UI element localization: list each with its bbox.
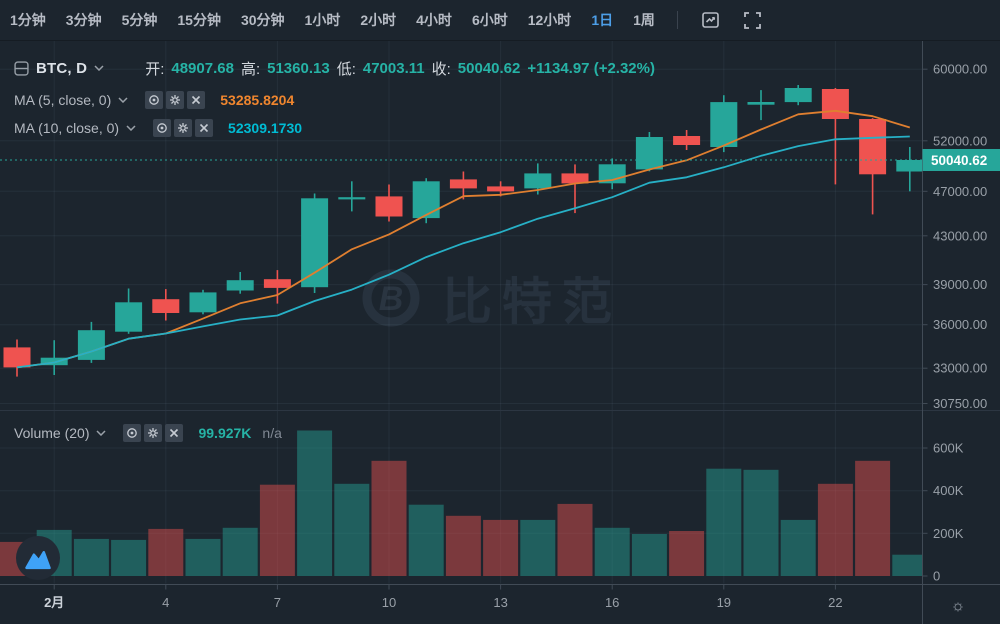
low-value: 47003.11 — [362, 59, 425, 77]
settings-gear-icon[interactable] — [144, 424, 163, 442]
svg-text:52000.00: 52000.00 — [933, 133, 987, 148]
chart-properties-gear-icon[interactable] — [946, 595, 970, 619]
close-icon[interactable] — [195, 119, 214, 137]
indicator-icon[interactable] — [700, 9, 722, 31]
high-label: 高: — [240, 60, 261, 78]
interval-5分钟[interactable]: 5分钟 — [122, 0, 158, 41]
interval-15分钟[interactable]: 15分钟 — [177, 0, 221, 41]
svg-text:22: 22 — [828, 595, 842, 610]
chevron-down-icon[interactable] — [96, 430, 107, 436]
indicator-legend-0: MA (5, close, 0) 53285.8204 — [14, 89, 294, 111]
volume-value: 99.927K — [198, 425, 252, 441]
svg-text:13: 13 — [493, 595, 507, 610]
settings-gear-icon[interactable] — [174, 119, 193, 137]
chevron-down-icon[interactable] — [118, 97, 128, 103]
symbol-legend: BTC, D 开: 48907.68 高: 51360.13 低: 47003.… — [14, 55, 655, 81]
svg-text:47000.00: 47000.00 — [933, 184, 987, 199]
interval-list: 1分钟 3分钟 5分钟 15分钟 30分钟 1小时 2小时 4小时 6小时 12小时 1日 1周 — [10, 0, 655, 41]
volume-series — [0, 430, 922, 576]
interval-3分钟[interactable]: 3分钟 — [66, 0, 102, 41]
svg-text:600K: 600K — [933, 441, 964, 456]
svg-text:200K: 200K — [933, 526, 964, 541]
close-label: 收: — [431, 60, 451, 78]
svg-text:36000.00: 36000.00 — [933, 317, 987, 332]
interval-1周[interactable]: 1周 — [633, 0, 655, 41]
sma-5-line — [16, 109, 911, 369]
symbol-name[interactable]: BTC, D — [36, 59, 88, 77]
interval-1分钟[interactable]: 1分钟 — [10, 0, 46, 41]
svg-text:16: 16 — [605, 595, 619, 610]
visibility-eye-icon[interactable] — [145, 91, 164, 109]
svg-text:7: 7 — [274, 595, 281, 610]
interval-4小时[interactable]: 4小时 — [416, 0, 452, 41]
interval-12小时[interactable]: 12小时 — [528, 0, 572, 41]
close-value: 50040.62 — [457, 59, 521, 77]
svg-text:2月: 2月 — [44, 595, 64, 610]
svg-text:10: 10 — [382, 595, 396, 610]
close-icon[interactable] — [165, 424, 184, 442]
indicator-name[interactable]: MA (10, close, 0) — [14, 120, 120, 136]
svg-text:50040.62: 50040.62 — [931, 153, 987, 168]
price-axis[interactable]: 60000.00 52000.00 47000.00 43000.00 39000.00… — [922, 62, 988, 584]
volume-indicator-name[interactable]: Volume (20) — [14, 425, 90, 441]
change-value: +1134.97 (+2.32%) — [527, 59, 655, 77]
indicator-controls — [153, 119, 214, 137]
svg-text:39000.00: 39000.00 — [933, 277, 987, 292]
fullscreen-icon[interactable] — [742, 9, 764, 31]
volume-indicator-controls — [123, 424, 184, 442]
visibility-eye-icon[interactable] — [153, 119, 172, 137]
settings-gear-icon[interactable] — [166, 91, 185, 109]
svg-text:33000.00: 33000.00 — [933, 361, 987, 376]
low-label: 低: — [336, 60, 356, 78]
indicator-value: 52309.1730 — [228, 120, 303, 136]
time-axis[interactable]: 2月 4 7 10 13 16 19 22 — [44, 584, 843, 611]
panes-icon[interactable] — [14, 60, 29, 76]
open-value: 48907.68 — [171, 59, 234, 77]
svg-text:400K: 400K — [933, 483, 964, 498]
indicator-controls — [145, 91, 206, 109]
interval-1日[interactable]: 1日 — [591, 0, 613, 41]
ohlc-readout: 开: 48907.68 高: 51360.13 低: 47003.11 收: 5… — [145, 58, 655, 79]
svg-text:60000.00: 60000.00 — [933, 62, 987, 77]
interval-6小时[interactable]: 6小时 — [472, 0, 508, 41]
volume-ma-value: n/a — [262, 425, 282, 441]
sma-10-line — [16, 135, 910, 369]
svg-text:43000.00: 43000.00 — [933, 228, 987, 243]
interval-30分钟[interactable]: 30分钟 — [241, 0, 285, 41]
open-label: 开: — [145, 60, 165, 78]
svg-text:0: 0 — [933, 569, 940, 584]
volume-legend: Volume (20) 99.927K n/a — [14, 422, 282, 444]
toolbar-divider — [676, 11, 678, 29]
site-logo[interactable] — [16, 536, 60, 580]
indicator-legend-1: MA (10, close, 0) 52309.1730 — [14, 117, 302, 139]
indicator-name[interactable]: MA (5, close, 0) — [14, 92, 112, 108]
svg-text:30750.00: 30750.00 — [933, 396, 987, 411]
interval-1小时[interactable]: 1小时 — [305, 0, 341, 41]
plot-area[interactable] — [0, 85, 927, 576]
svg-text:4: 4 — [162, 595, 169, 610]
high-value: 51360.13 — [267, 59, 330, 77]
current-price-badge — [922, 149, 1000, 171]
indicator-value: 53285.8204 — [220, 92, 295, 108]
visibility-eye-icon[interactable] — [123, 424, 142, 442]
chevron-down-icon[interactable] — [94, 65, 104, 71]
chevron-down-icon[interactable] — [126, 125, 136, 131]
interval-toolbar: 1分钟 3分钟 5分钟 15分钟 30分钟 1小时 2小时 4小时 6小时 12小时 1日 1周 — [0, 0, 1000, 41]
close-icon[interactable] — [187, 91, 206, 109]
svg-text:19: 19 — [717, 595, 731, 610]
interval-2小时[interactable]: 2小时 — [360, 0, 396, 41]
candles-series — [3, 85, 922, 377]
